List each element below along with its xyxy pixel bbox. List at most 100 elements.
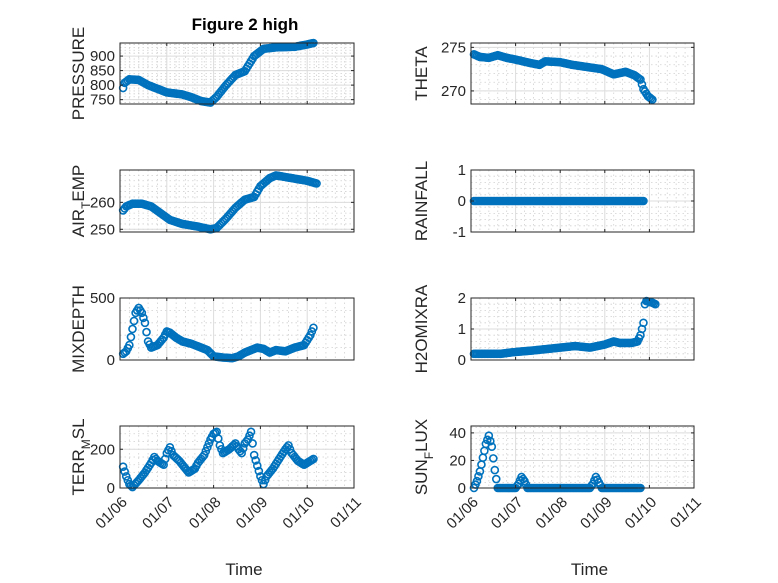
data-point	[309, 454, 318, 464]
axes-box	[470, 42, 695, 105]
data-point	[639, 318, 648, 328]
figure-title: Figure 2 high	[192, 15, 299, 34]
axes-box	[119, 42, 355, 105]
y-tick-label: 750	[90, 92, 115, 109]
data-point	[252, 461, 262, 471]
y-axis-label: H2OMIXRA	[412, 284, 431, 373]
data-point	[646, 94, 656, 103]
data-point	[128, 324, 137, 334]
data-point	[486, 436, 495, 446]
y-tick-label: 1	[458, 162, 466, 179]
data-point	[488, 454, 498, 463]
data-point	[204, 439, 214, 448]
y-tick-label: 800	[90, 77, 115, 94]
y-tick-label: 900	[90, 48, 115, 65]
y-axis-label: AIRTEMP	[69, 165, 93, 238]
data-point	[472, 476, 482, 486]
y-tick-label: 40	[449, 425, 466, 442]
data-point	[491, 474, 501, 484]
y-tick-label: -1	[453, 224, 466, 241]
data-point	[203, 443, 212, 452]
data-point	[121, 472, 131, 481]
subplot-h2omixra: 0 1 2 H2OMIXRA	[412, 284, 695, 373]
data-point	[120, 467, 129, 476]
y-tick-label: 0	[107, 352, 115, 369]
data-point	[165, 443, 175, 452]
data-point	[126, 481, 136, 490]
y-tick-label: 0	[458, 193, 466, 210]
data-point	[248, 439, 257, 448]
y-tick-label: 0	[458, 480, 466, 497]
axes-box	[470, 425, 695, 489]
data-point	[237, 448, 246, 458]
y-tick-label: 1	[458, 321, 466, 338]
y-tick-label: 500	[90, 290, 115, 307]
y-axis-label-rest: EMP	[69, 165, 88, 202]
y-axis-label-main: AIR	[69, 209, 88, 237]
data-point	[474, 471, 483, 481]
y-axis-label: THETA	[412, 46, 431, 101]
y-axis-label: RAINFALL	[412, 161, 431, 241]
data-point	[137, 308, 147, 318]
data-point	[487, 442, 497, 451]
subplot-theta: 270 275 THETA	[412, 39, 695, 105]
y-axis-label: MIXDEPTH	[69, 285, 88, 373]
y-axis-label: TERRMSL	[69, 418, 93, 495]
data-point	[284, 441, 293, 450]
y-axis-label-rest: LUX	[412, 419, 431, 452]
x-axis-label: Time	[571, 560, 608, 579]
y-axis-label-rest: SL	[69, 418, 88, 439]
axes-box	[119, 169, 355, 233]
y-tick-label: 260	[90, 194, 115, 211]
data-point	[129, 316, 139, 326]
y-axis-label-subscript: M	[79, 439, 93, 449]
y-tick-label: 20	[449, 452, 466, 469]
y-tick-label: 200	[90, 441, 115, 458]
data-point	[648, 95, 657, 104]
data-point	[637, 80, 647, 89]
data-point	[309, 323, 318, 333]
data-point	[201, 446, 211, 456]
y-tick-label: 2	[458, 290, 466, 307]
data-point	[636, 75, 645, 84]
y-axis-label-main: SUN	[412, 459, 431, 495]
data-point	[245, 431, 254, 440]
data-point	[254, 466, 264, 476]
axes-box	[119, 297, 355, 361]
data-point	[249, 450, 259, 460]
y-tick-label: 850	[90, 63, 115, 80]
y-tick-label: 250	[90, 221, 115, 238]
data-point	[142, 327, 151, 337]
data-point	[139, 313, 148, 323]
data-point	[125, 340, 134, 350]
y-axis-label: SUNFLUX	[412, 419, 436, 495]
y-tick-label: 270	[441, 83, 466, 100]
y-axis-label-main: TERR	[69, 449, 88, 495]
y-tick-label: 275	[441, 39, 466, 56]
data-point	[160, 454, 170, 464]
data-point	[126, 332, 136, 342]
data-point	[639, 196, 648, 206]
data-point	[246, 427, 256, 437]
data-point	[651, 299, 660, 309]
data-point	[199, 450, 209, 460]
y-tick-label: 0	[458, 352, 466, 369]
data-point	[484, 431, 494, 440]
y-axis-label-subscript: F	[422, 452, 436, 459]
data-point	[238, 443, 248, 453]
y-axis-label: PRESSURE	[69, 27, 88, 121]
x-axis-label: Time	[225, 560, 262, 579]
data-point	[159, 460, 168, 470]
data-point	[490, 465, 500, 475]
data-point	[215, 441, 225, 450]
y-axis-label-subscript: T	[79, 201, 93, 209]
axes-box	[119, 425, 355, 489]
data-point	[312, 179, 321, 188]
data-point	[140, 318, 150, 328]
subplot-rainfall: -1 0 1 RAINFALL	[412, 161, 695, 241]
